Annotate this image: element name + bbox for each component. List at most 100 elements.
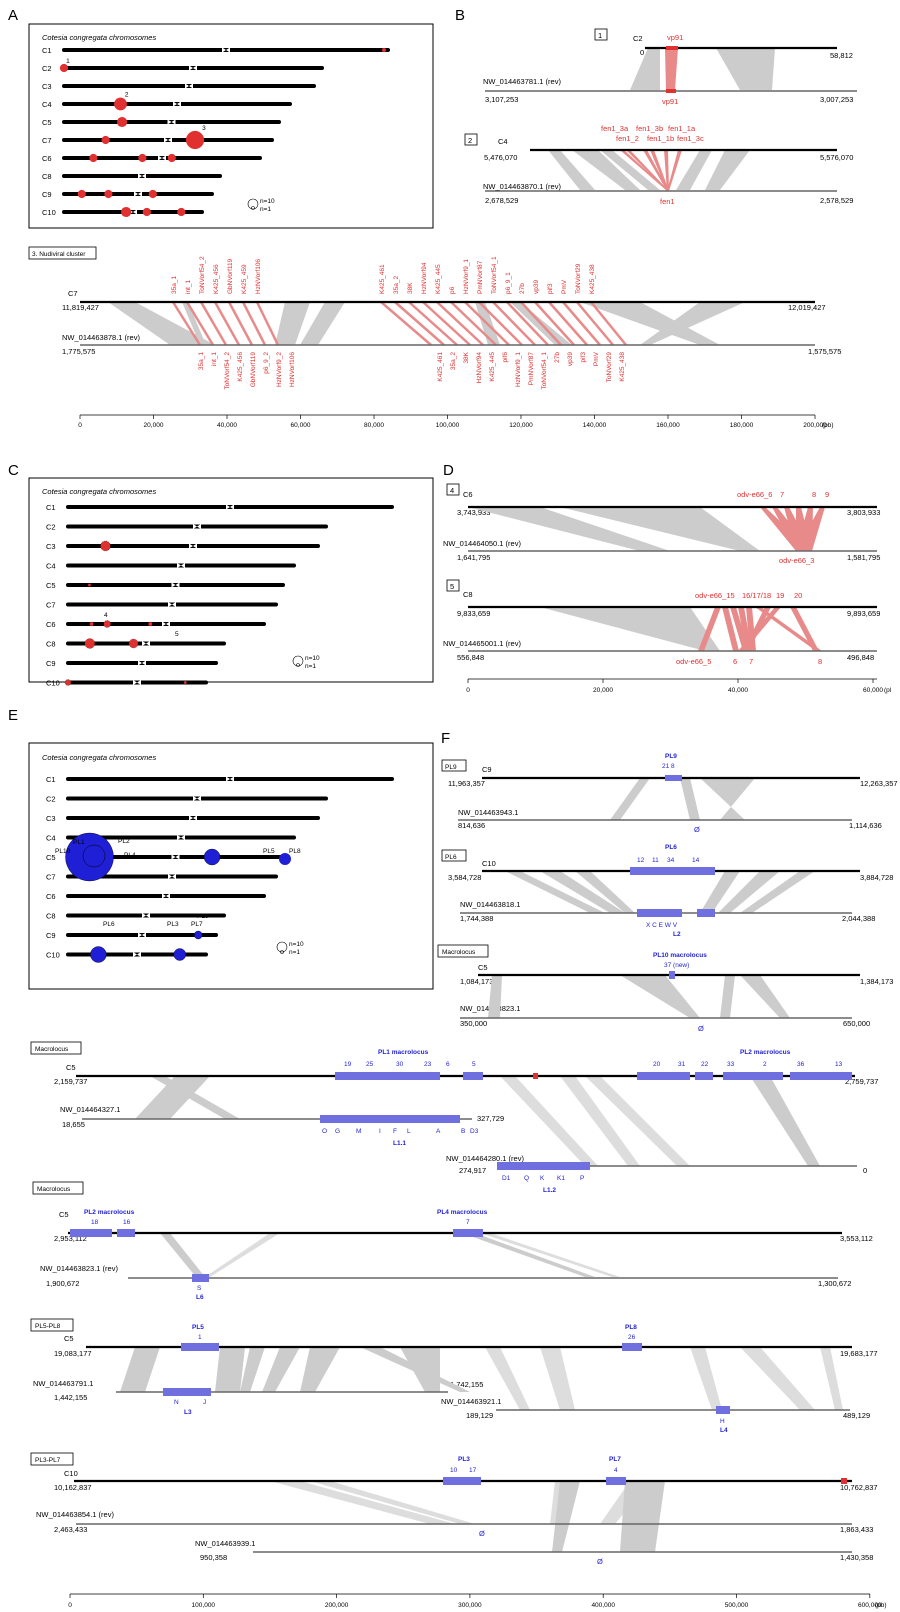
nudivir-top-gene-7: K425_461 (379, 264, 386, 294)
pl3pl7-synteny (270, 1481, 665, 1552)
panel-e-label-pl4: PL4 (124, 852, 136, 859)
panel-d-box5-top-label: C8 (463, 590, 473, 599)
panel-d-box5-link-1 (722, 607, 739, 651)
panel-f-pl9-bottom-start: 814,636 (458, 821, 485, 830)
nudivir-top-gene-16: p6_9_1 (505, 272, 512, 294)
panel-f-pl9-top-start: 11,963,357 (448, 779, 485, 788)
panel-f-pl10-top-end: 1,384,173 (860, 977, 893, 986)
panel-c-centromere-C7 (168, 602, 176, 607)
panel-b-box2 (464, 133, 478, 146)
macro1-low-letter-Q: Q (524, 1175, 529, 1182)
panel-d-box4-synteny-2 (560, 507, 760, 551)
pl5pl8-pl8-block (622, 1343, 642, 1351)
bottom-axis-unit: (pb) (875, 1602, 887, 1609)
nudivir-top-gene-4: GbNVorf119 (227, 258, 234, 294)
macro1-pl2-num-13: 13 (835, 1061, 843, 1068)
nudivir-top-gene-21: ToNVorf29 (575, 263, 582, 294)
bottom-axis-label-6: 600,000 (858, 1602, 882, 1609)
nudivir-top-gene-22: K425_438 (589, 264, 596, 294)
panel-b-fen-label-0: fen1_3a (601, 124, 629, 133)
nudivir-top-gene-1: int_1 (185, 280, 192, 294)
nudivir-top-gene-15: ToNVorf54_1 (491, 256, 498, 294)
nudivir-bottom-gene-3: K425_456 (237, 352, 244, 382)
panel-f-pl9-top-end: 12,263,357 (860, 779, 898, 788)
panel-b-box1 (594, 28, 608, 41)
panel-e-blob-3 (90, 946, 107, 963)
panel-e-centromere-C5 (171, 854, 180, 860)
panel-a-chrom-label-C10: C10 (42, 208, 56, 217)
pl5pl8-box (30, 1318, 74, 1332)
pl3pl7-mid-label: NW_014463854.1 (rev) (36, 1510, 114, 1519)
macro1-mid-letter-G: G (335, 1128, 340, 1135)
pl3pl7-mid-start: 2,463,433 (54, 1525, 87, 1534)
nudivir-axis-label-2: 40,000 (217, 422, 237, 429)
nudivir-link-21 (576, 301, 614, 346)
panel-f-pl10-block (669, 971, 675, 979)
nudivir-bottom-gene-6: HzNVorf9_2 (276, 352, 283, 387)
panel-b-box2-num: 2 (468, 136, 472, 145)
panel-c-chrom-label-C7: C7 (46, 601, 56, 610)
pl5pl8-synteny-right-0 (485, 1347, 530, 1410)
panel-a-centromere-C9 (134, 191, 142, 197)
panel-e-label-pl5: PL5 (263, 848, 275, 855)
panel-d-box5-bottom-gene-6: 6 (733, 657, 737, 666)
panel-a-centromere-C1 (222, 47, 230, 53)
panel-f-pl6-synteny-0 (505, 871, 605, 913)
panel-d-odv-e66-15: odv-e66_15 (695, 591, 735, 600)
nudivir-bottom-gene-20: PmV (593, 351, 600, 366)
pl5pl8-synteny-left-1 (215, 1347, 245, 1392)
panel-d-box5-link-0 (698, 607, 721, 651)
panel-a-box (28, 23, 434, 229)
macro1-mid-end: 327,729 (477, 1114, 504, 1123)
macro1-low-letter-K: K (540, 1175, 545, 1182)
macro1-red-mark (533, 1073, 538, 1079)
panel-d-box4-links (468, 507, 825, 551)
panel-b-synteny-6 (676, 150, 712, 190)
panel-a-chrom-label-C6: C6 (42, 154, 52, 163)
macro2-bottom-locus: L6 (196, 1294, 204, 1301)
panel-a-legend-small-circle (251, 206, 255, 210)
macro1-pl2-num-2: 2 (763, 1061, 767, 1068)
nudivir-bottom-gene-21: ToNVorf29 (606, 352, 613, 383)
nudivir-link-4 (227, 301, 254, 346)
pl3pl7-synteny-mid-0 (270, 1481, 455, 1524)
nudivir-link-10 (422, 301, 471, 346)
pl5pl8-right-end: 489,129 (843, 1411, 870, 1420)
nudivir-link-3 (213, 301, 241, 346)
macro1-pl2-num-33: 33 (727, 1061, 735, 1068)
macro1-mid-letter-A: A (436, 1128, 441, 1135)
pl5pl8-left-end: 1,742,155 (450, 1380, 483, 1389)
panel-e-label-pl1: PL1 (73, 839, 85, 846)
macro1-mid-letter-B: B (461, 1128, 465, 1135)
panel-c-box-title: Cotesia congregata chromosomes (42, 487, 156, 496)
panel-a-marker-9 (104, 189, 113, 199)
panel-c-chrom-label-C6: C6 (46, 620, 56, 629)
macro1-synteny-5 (585, 1076, 690, 1166)
nudivir-top-start: 11,819,427 (62, 303, 99, 312)
nudivir-top-gene-10: HzNVorf94 (421, 262, 428, 294)
panel-f-pl9-synteny-1 (610, 778, 650, 820)
macro1-top-end: 2,759,737 (845, 1077, 878, 1086)
nudivir-top-gene-14: PmNVorf87 (477, 260, 484, 294)
panel-a-marker-0 (59, 63, 69, 73)
nudivir-synteny-3 (300, 302, 345, 345)
pl3pl7-box-label: PL3-PL7 (35, 1457, 61, 1464)
macro1-top-label: C5 (66, 1063, 76, 1072)
macro1-pl1-title: PL1 macrolocus (378, 1049, 429, 1056)
nudivir-link-8 (394, 301, 445, 346)
pl5pl8-top-end: 19,683,177 (840, 1349, 878, 1358)
nudivir-axis-label-4: 80,000 (364, 422, 384, 429)
panel-c-centromere-C5 (171, 582, 180, 588)
panel-a-chrom-label-C5: C5 (42, 118, 52, 127)
panel-e-legend-big: n=10 (289, 941, 304, 948)
nudivir-link-7 (380, 301, 432, 346)
nudivir-axis-label-3: 60,000 (291, 422, 311, 429)
panel-a-marker-1 (114, 97, 127, 111)
panel-c-legend-small: n=1 (305, 663, 316, 670)
panel-b-box1-bottom-label: NW_014463781.1 (rev) (483, 77, 561, 86)
nudivir-link-15 (492, 301, 536, 346)
nudivir-link-14 (478, 301, 523, 346)
panel-d-axis: 0 20,000 40,000 60,000 (pl (466, 678, 892, 694)
panel-f-pl6-box-label: PL6 (445, 854, 457, 861)
panel-a-legend-big-circle (247, 198, 259, 210)
